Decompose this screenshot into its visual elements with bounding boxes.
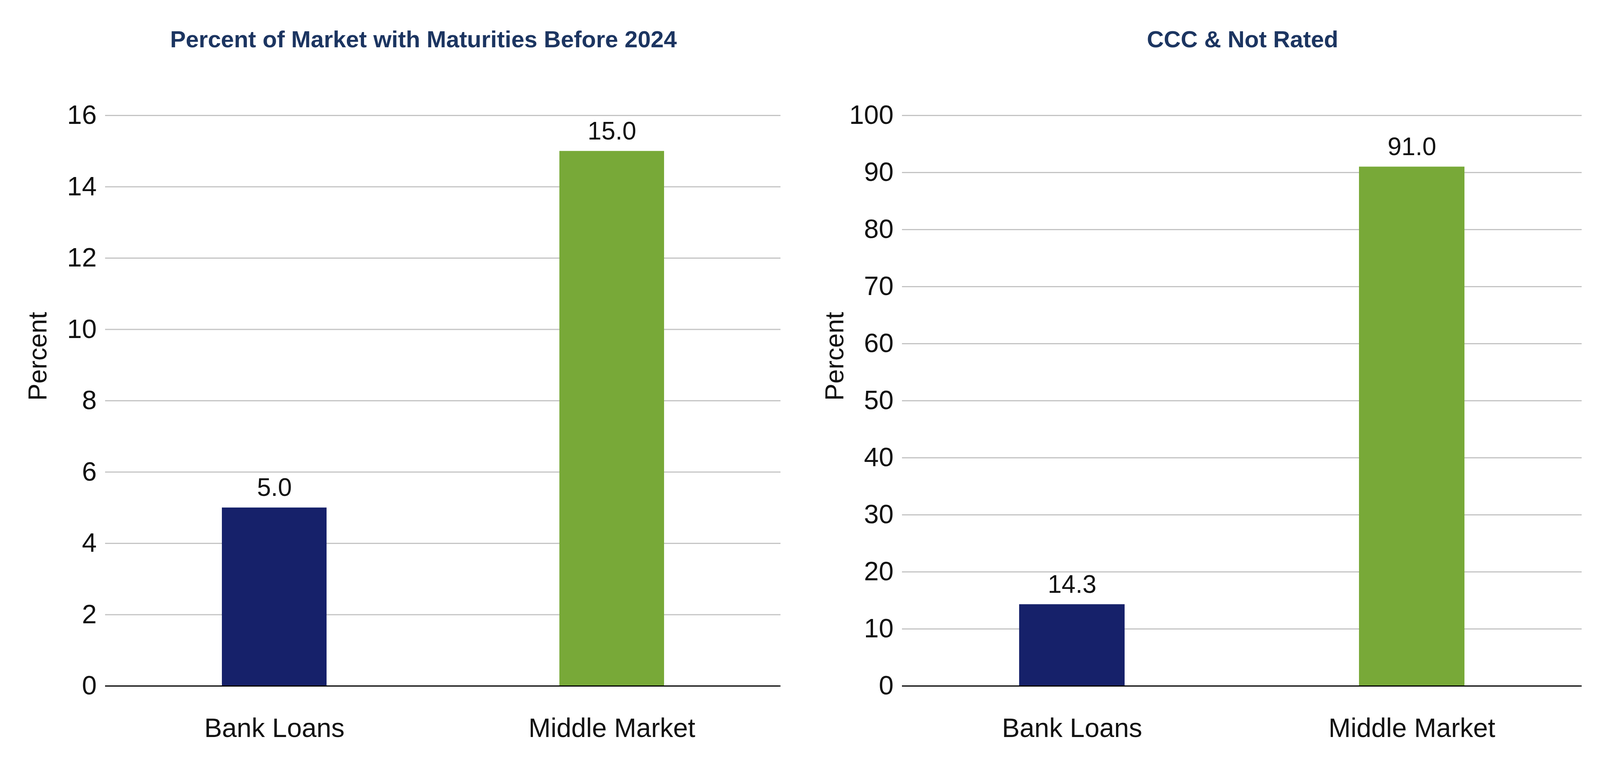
svg-text:Bank Loans: Bank Loans bbox=[1001, 712, 1143, 743]
svg-text:70: 70 bbox=[864, 270, 894, 301]
svg-text:6: 6 bbox=[82, 456, 97, 486]
svg-text:50: 50 bbox=[864, 384, 894, 415]
svg-text:Bank Loans: Bank Loans bbox=[204, 712, 345, 743]
svg-text:Percent: Percent bbox=[819, 311, 849, 401]
svg-text:10: 10 bbox=[864, 612, 894, 643]
svg-text:15.0: 15.0 bbox=[587, 116, 637, 145]
svg-text:Percent: Percent bbox=[23, 311, 52, 401]
svg-text:90: 90 bbox=[864, 156, 894, 187]
svg-text:5.0: 5.0 bbox=[257, 473, 292, 502]
svg-text:8: 8 bbox=[82, 384, 97, 415]
svg-text:0: 0 bbox=[82, 669, 97, 700]
svg-text:0: 0 bbox=[878, 669, 894, 700]
svg-text:16: 16 bbox=[67, 99, 97, 130]
svg-text:2: 2 bbox=[82, 598, 97, 629]
svg-text:Middle Market: Middle Market bbox=[1328, 712, 1496, 743]
svg-text:20: 20 bbox=[864, 555, 894, 586]
svg-text:Middle Market: Middle Market bbox=[528, 712, 696, 743]
svg-text:14: 14 bbox=[67, 171, 97, 201]
svg-text:100: 100 bbox=[849, 99, 894, 130]
svg-text:14.3: 14.3 bbox=[1047, 569, 1097, 599]
svg-text:10: 10 bbox=[67, 313, 97, 344]
svg-text:12: 12 bbox=[67, 242, 97, 272]
svg-text:40: 40 bbox=[864, 441, 894, 472]
svg-text:30: 30 bbox=[864, 498, 894, 529]
svg-text:60: 60 bbox=[864, 327, 894, 358]
html-text:CCC & Not Rated: CCC & Not Rated bbox=[1146, 25, 1339, 53]
svg-text:91.0: 91.0 bbox=[1387, 132, 1437, 161]
svg-text:80: 80 bbox=[864, 213, 894, 244]
svg-text:4: 4 bbox=[82, 527, 97, 558]
html-text:Percent of Market with Maturit: Percent of Market with Maturities Before… bbox=[170, 25, 677, 53]
